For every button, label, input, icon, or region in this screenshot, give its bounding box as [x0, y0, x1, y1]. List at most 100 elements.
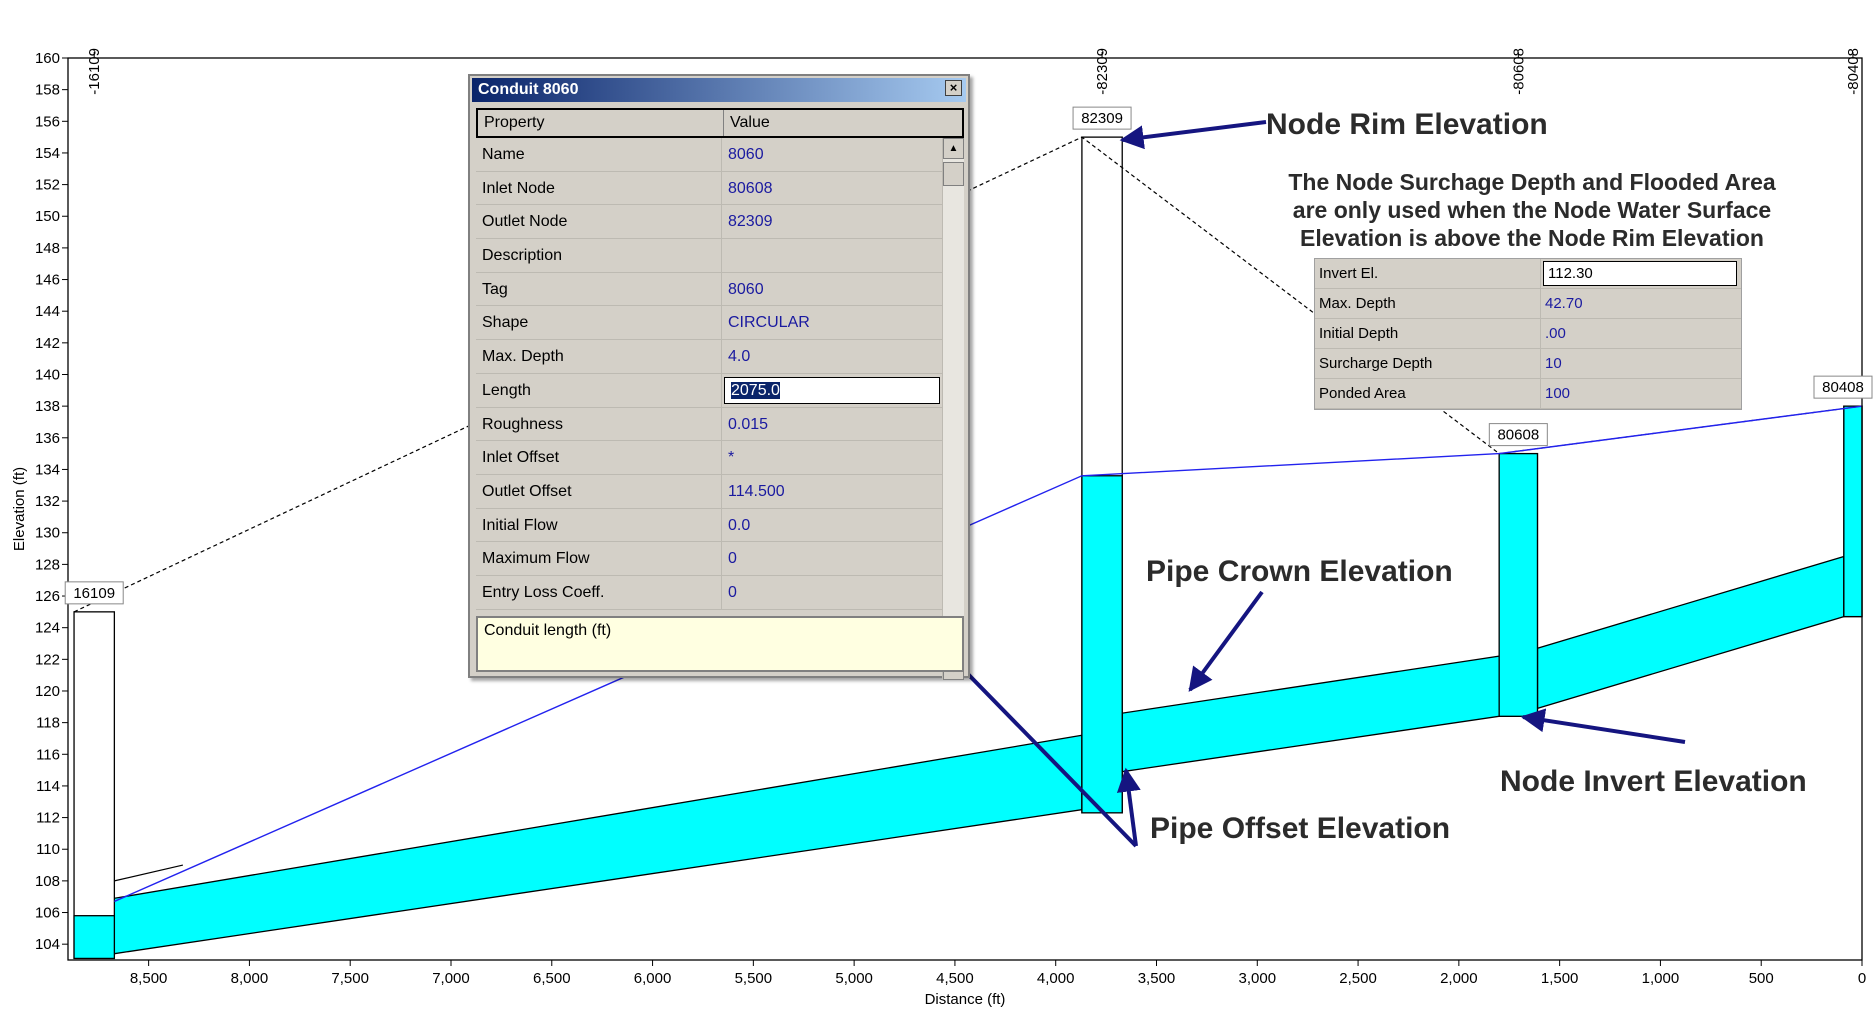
y-tick-label: 150	[35, 208, 60, 225]
scroll-thumb[interactable]	[943, 162, 964, 186]
crown-arrow	[1188, 590, 1264, 692]
close-icon[interactable]: ×	[945, 80, 962, 96]
node-property-value[interactable]: 112.30	[1543, 261, 1737, 286]
node-water-80408	[1843, 405, 1863, 618]
hydraulic-grade-line	[114, 405, 1863, 903]
property-name: Max. Depth	[476, 340, 722, 373]
property-name: Inlet Offset	[476, 441, 722, 474]
y-tick-label: 134	[35, 461, 60, 478]
scrollbar[interactable]: ▲ ▼	[942, 138, 964, 680]
property-name: Length	[476, 373, 722, 407]
node-property-value[interactable]: .00	[1545, 325, 1566, 342]
property-row[interactable]: Roughness 0.015	[476, 407, 942, 442]
conduit-property-window[interactable]: Conduit 8060 × Property Value Name 8060 In…	[468, 74, 970, 680]
property-value[interactable]: 0	[728, 550, 737, 568]
node-property-panel[interactable]: Invert El. 112.30 Max. Depth 42.70 Initial D…	[1314, 258, 1742, 410]
property-value[interactable]: 80608	[728, 179, 773, 197]
property-row[interactable]: Tag 8060	[476, 272, 942, 307]
property-table-header: Property Value	[476, 108, 964, 138]
property-row[interactable]: Description	[476, 239, 942, 273]
property-row[interactable]: Inlet Node 80608	[476, 171, 942, 206]
property-value[interactable]: 8060	[728, 280, 764, 298]
y-tick-label: 124	[35, 620, 60, 637]
y-tick-label: 146	[35, 272, 60, 289]
node-water-82309	[1081, 475, 1123, 814]
node-property-name: Initial Depth	[1315, 319, 1541, 348]
node-property-row[interactable]: Ponded Area 100	[1315, 379, 1741, 409]
property-row[interactable]: Length 2075.0	[476, 373, 942, 408]
node-property-value[interactable]: 10	[1545, 355, 1562, 372]
node-property-value[interactable]: 100	[1545, 385, 1571, 402]
node-label-box	[64, 581, 124, 605]
property-row[interactable]: Maximum Flow 0	[476, 542, 942, 576]
property-name: Description	[476, 239, 722, 272]
node-property-name: Ponded Area	[1315, 379, 1541, 408]
node-property-row[interactable]: Max. Depth 42.70	[1315, 289, 1741, 319]
conduit-2	[1121, 655, 1500, 773]
offset-arrow-to-pipe	[1116, 767, 1141, 847]
property-row[interactable]: Shape CIRCULAR	[476, 306, 942, 341]
node-label-80408: 80408	[1822, 379, 1864, 396]
property-value[interactable]: 4.0	[728, 348, 751, 366]
node-water-16109	[73, 915, 116, 960]
property-value[interactable]: 0.015	[728, 415, 769, 433]
conduit-3	[1536, 555, 1845, 710]
y-tick-label: 144	[35, 303, 60, 320]
property-name: Maximum Flow	[476, 542, 722, 575]
node-property-row[interactable]: Invert El. 112.30	[1315, 259, 1741, 289]
plot-frame	[67, 57, 1863, 961]
y-tick-label: 104	[35, 936, 60, 953]
y-tick-label: 108	[35, 873, 60, 890]
property-name: Inlet Node	[476, 171, 722, 205]
node-label-box	[1813, 375, 1873, 399]
node-property-name: Invert El.	[1315, 259, 1541, 288]
property-value[interactable]	[722, 239, 942, 272]
property-value[interactable]: 2075.0	[724, 376, 940, 404]
property-row[interactable]: Outlet Node 82309	[476, 205, 942, 240]
y-tick-label: 130	[35, 525, 60, 542]
property-row[interactable]: Entry Loss Coeff. 0	[476, 575, 942, 610]
node-property-row[interactable]: Initial Depth .00	[1315, 319, 1741, 349]
property-value[interactable]: 8060	[728, 146, 764, 163]
x-tick-label: 4,500	[936, 970, 974, 987]
x-tick-label: 3,500	[1138, 970, 1176, 987]
conduit-window-title[interactable]: Conduit 8060	[472, 78, 966, 102]
node-property-value[interactable]: 42.70	[1545, 295, 1583, 312]
y-tick-label: 140	[35, 366, 60, 383]
rim-arrow	[1119, 120, 1267, 150]
x-tick-label: 1,000	[1642, 970, 1680, 987]
property-value[interactable]: 0.0	[728, 516, 751, 534]
y-tick-label: 122	[35, 651, 60, 668]
y-tick-label: 142	[35, 335, 60, 352]
node-property-row[interactable]: Surcharge Depth 10	[1315, 349, 1741, 379]
y-tick-label: 156	[35, 113, 60, 130]
property-row[interactable]: Initial Flow 0.0	[476, 508, 942, 543]
x-tick-label: 0	[1858, 970, 1866, 987]
property-value[interactable]: 0	[728, 583, 737, 601]
node-label-80608: 80608	[1497, 427, 1539, 444]
y-tick-label: 152	[35, 177, 60, 194]
invert-arrow	[1520, 708, 1686, 744]
property-value[interactable]: 82309	[728, 213, 773, 231]
property-row[interactable]: Max. Depth 4.0	[476, 340, 942, 374]
node-label-box	[1072, 106, 1132, 130]
annotation-rim: Node Rim Elevation	[1266, 108, 1548, 141]
node-label-82309: 82309	[1081, 110, 1123, 127]
y-tick-label: 148	[35, 240, 60, 257]
node-property-name: Max. Depth	[1315, 289, 1541, 318]
property-row[interactable]: Inlet Offset *	[476, 441, 942, 475]
property-value[interactable]: *	[728, 449, 735, 467]
x-tick-label: 6,500	[533, 970, 571, 987]
property-value[interactable]: CIRCULAR	[728, 314, 810, 332]
property-value[interactable]: 114.500	[728, 482, 785, 500]
property-row[interactable]: Outlet Offset 114.500	[476, 474, 942, 509]
x-tick-label: 7,500	[331, 970, 369, 987]
annotation-crown: Pipe Crown Elevation	[1146, 555, 1453, 588]
y-tick-label: 136	[35, 430, 60, 447]
property-row[interactable]: Name 8060	[476, 138, 942, 172]
scroll-up-icon[interactable]: ▲	[943, 138, 964, 159]
annotation-note-line-3: Elevation is above the Node Rim Elevatio…	[1300, 225, 1764, 251]
y-tick-label: 112	[36, 810, 60, 827]
node-water-80608	[1498, 452, 1539, 717]
